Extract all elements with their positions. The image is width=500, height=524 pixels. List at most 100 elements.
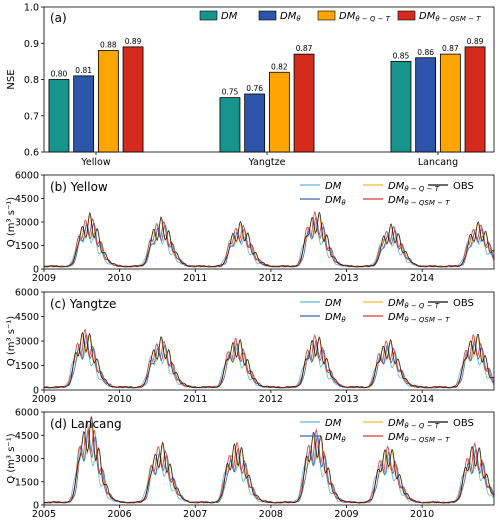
series-line (43, 331, 495, 389)
series-line (43, 328, 494, 389)
bar (244, 93, 266, 153)
y-tick-label: 0.9 (24, 39, 39, 50)
y-tick-label: 3000 (15, 218, 39, 229)
legend-label: DMθ − Q − T (388, 298, 440, 310)
y-axis-label: Q (m³ s⁻¹) (6, 197, 17, 247)
legend-label: DM (325, 181, 342, 192)
bar (415, 57, 437, 153)
legend-label: DM (325, 298, 342, 309)
x-tick-label: 2010 (108, 394, 132, 405)
bar-value-label: 0.86 (417, 48, 434, 57)
bar-value-label: 0.82 (271, 62, 288, 71)
x-tick-label: 2012 (259, 273, 283, 284)
y-tick-label: 6000 (15, 408, 39, 419)
series-line (43, 339, 495, 389)
legend-label: DMθ − QSM − T (388, 312, 450, 324)
bar (48, 79, 70, 153)
legend-label: DMθ − Q − T (339, 11, 391, 23)
legend-label: DMθ (325, 432, 346, 444)
x-tick-label: 2010 (108, 273, 132, 284)
x-tick-label: 2008 (259, 509, 283, 520)
legend-label: DMθ (325, 195, 346, 207)
y-tick-label: 3000 (15, 337, 39, 348)
bar (122, 46, 144, 153)
y-tick-label: 1.0 (24, 3, 39, 14)
bar (439, 53, 461, 153)
series-line (43, 334, 495, 389)
series-line (43, 210, 495, 268)
series-line (43, 419, 495, 504)
bar-value-label: 0.89 (125, 37, 142, 46)
legend-swatch (258, 10, 277, 21)
bar-value-label: 0.76 (246, 84, 263, 93)
panel-label: (a) (50, 11, 67, 25)
x-tick-label: 2012 (259, 394, 283, 405)
y-tick-label: 0 (33, 501, 39, 512)
x-tick-label: Yangtze (248, 157, 286, 168)
bar (97, 50, 119, 153)
panel-label: (d) Lancang (50, 417, 122, 431)
x-tick-label: 2007 (183, 509, 207, 520)
series-line (43, 216, 495, 268)
x-tick-label: 2013 (334, 394, 358, 405)
y-axis-label: Q (m³ s⁻¹) (6, 433, 17, 483)
legend-label: DM (325, 418, 342, 429)
bar (73, 75, 95, 153)
y-tick-label: 4500 (15, 431, 39, 442)
x-tick-label: Lancang (418, 157, 458, 168)
bar (390, 60, 412, 153)
bar-value-label: 0.85 (393, 51, 410, 60)
y-tick-label: 1500 (15, 477, 39, 488)
x-tick-label: 2009 (334, 509, 358, 520)
legend-label: DMθ − Q − T (388, 181, 440, 193)
x-tick-label: 2013 (334, 273, 358, 284)
legend-label: DMθ − QSM − T (419, 11, 481, 23)
y-tick-label: 0.7 (24, 111, 39, 122)
bar (464, 46, 486, 153)
bar-value-label: 0.89 (467, 37, 484, 46)
panel-frame (43, 291, 495, 391)
legend-swatch (317, 10, 336, 21)
x-tick-label: 2011 (183, 273, 207, 284)
legend-label: DMθ − QSM − T (388, 432, 450, 444)
panel-a: 0.6 0.7 0.8 0.9 1.0 NSE (a) Yellow 0.80 0.81 0.88 0… (6, 3, 495, 168)
x-tick-label: 2011 (183, 394, 207, 405)
series-line (44, 214, 495, 268)
bar-value-label: 0.81 (75, 66, 92, 75)
panel-frame (43, 174, 495, 270)
bar-value-label: 0.88 (100, 41, 117, 50)
y-tick-label: 4500 (15, 312, 39, 323)
bar (268, 71, 290, 153)
x-tick-label: 2005 (32, 509, 56, 520)
bar-value-label: 0.80 (51, 70, 68, 79)
panel-label: (b) Yellow (50, 180, 108, 194)
panel-d: 0 1500 3000 4500 6000 2005 2006 2007 2008 2009 201… (6, 408, 495, 520)
y-tick-label: 0.6 (24, 148, 39, 159)
series-line (43, 221, 495, 268)
series-line (43, 415, 495, 504)
y-tick-label: 0 (33, 265, 39, 276)
x-tick-label: Yellow (80, 157, 110, 168)
x-tick-label: 2010 (410, 509, 434, 520)
legend-label: OBS (453, 298, 474, 309)
legend-swatch (397, 10, 416, 21)
y-axis-label: NSE (6, 69, 17, 89)
legend-label: OBS (453, 181, 474, 192)
legend-label: OBS (453, 418, 474, 429)
bar-value-label: 0.87 (442, 44, 459, 53)
y-tick-label: 6000 (15, 171, 39, 182)
y-tick-label: 3000 (15, 454, 39, 465)
y-tick-label: 0.8 (24, 75, 39, 86)
x-tick-label: 2006 (108, 509, 132, 520)
y-tick-label: 0 (33, 386, 39, 397)
y-tick-label: 1500 (15, 241, 39, 252)
legend-label: DMθ (280, 11, 301, 23)
y-tick-label: 4500 (15, 194, 39, 205)
x-tick-label: 2014 (410, 273, 434, 284)
legend-label: DMθ − Q − T (388, 418, 440, 430)
y-tick-label: 1500 (15, 361, 39, 372)
series-line (43, 211, 495, 268)
y-axis-label: Q (m³ s⁻¹) (6, 316, 17, 366)
x-tick-label: 2014 (410, 394, 434, 405)
